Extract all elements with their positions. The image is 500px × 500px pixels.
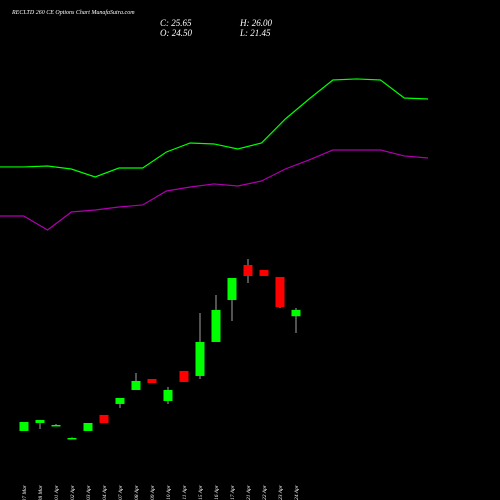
x-tick-label: 28 Mar — [38, 484, 44, 500]
candle-body — [83, 422, 93, 431]
x-tick-label: 01 Apr — [54, 484, 60, 500]
open-label: O: 24.50 — [160, 28, 192, 38]
low-label: L: 21.45 — [239, 28, 271, 38]
candle-body — [19, 421, 29, 431]
x-tick-label: 03 Apr — [86, 484, 92, 500]
candle-body — [259, 269, 269, 276]
overlay-line — [0, 149, 429, 231]
x-tick-label: 02 Apr — [70, 484, 76, 500]
chart-title: RECLTD 260 CE Options Chart MunafaSutra.… — [11, 9, 135, 16]
x-tick-label: 08 Apr — [134, 484, 140, 500]
x-tick-label: 15 Apr — [198, 484, 204, 500]
candle-body — [67, 438, 77, 440]
x-tick-label: 11 Apr — [182, 484, 188, 499]
x-tick-label: 04 Apr — [101, 484, 108, 500]
candle-body — [99, 414, 109, 423]
candle-body — [115, 397, 125, 404]
x-tick-label: 24 Apr — [293, 484, 300, 500]
x-tick-label: 27 Mar — [22, 484, 28, 500]
candle-body — [51, 424, 61, 427]
x-tick-label: 16 Apr — [214, 484, 220, 500]
candle-body — [179, 370, 189, 382]
candle-body — [227, 278, 237, 301]
x-tick-label: 23 Apr — [278, 484, 284, 500]
candle-body — [275, 276, 285, 307]
candle-body — [35, 419, 45, 423]
x-tick-label: 07 Apr — [118, 484, 124, 500]
candle-body — [163, 389, 173, 401]
x-tick-label: 21 Apr — [246, 484, 252, 500]
candle-body — [243, 264, 253, 276]
candle-body — [195, 341, 205, 376]
x-tick-label: 10 Apr — [166, 484, 172, 500]
x-tick-label: 17 Apr — [230, 484, 236, 500]
x-tick-label: 22 Apr — [262, 484, 268, 500]
candle-body — [211, 309, 221, 342]
x-tick-label: 09 Apr — [150, 484, 156, 500]
overlay-line — [0, 78, 429, 178]
candle-body — [147, 378, 157, 383]
high-label: H: 26.00 — [239, 18, 272, 28]
candle-body — [131, 380, 141, 390]
close-label: C: 25.65 — [160, 18, 192, 28]
candle-body — [291, 309, 301, 317]
